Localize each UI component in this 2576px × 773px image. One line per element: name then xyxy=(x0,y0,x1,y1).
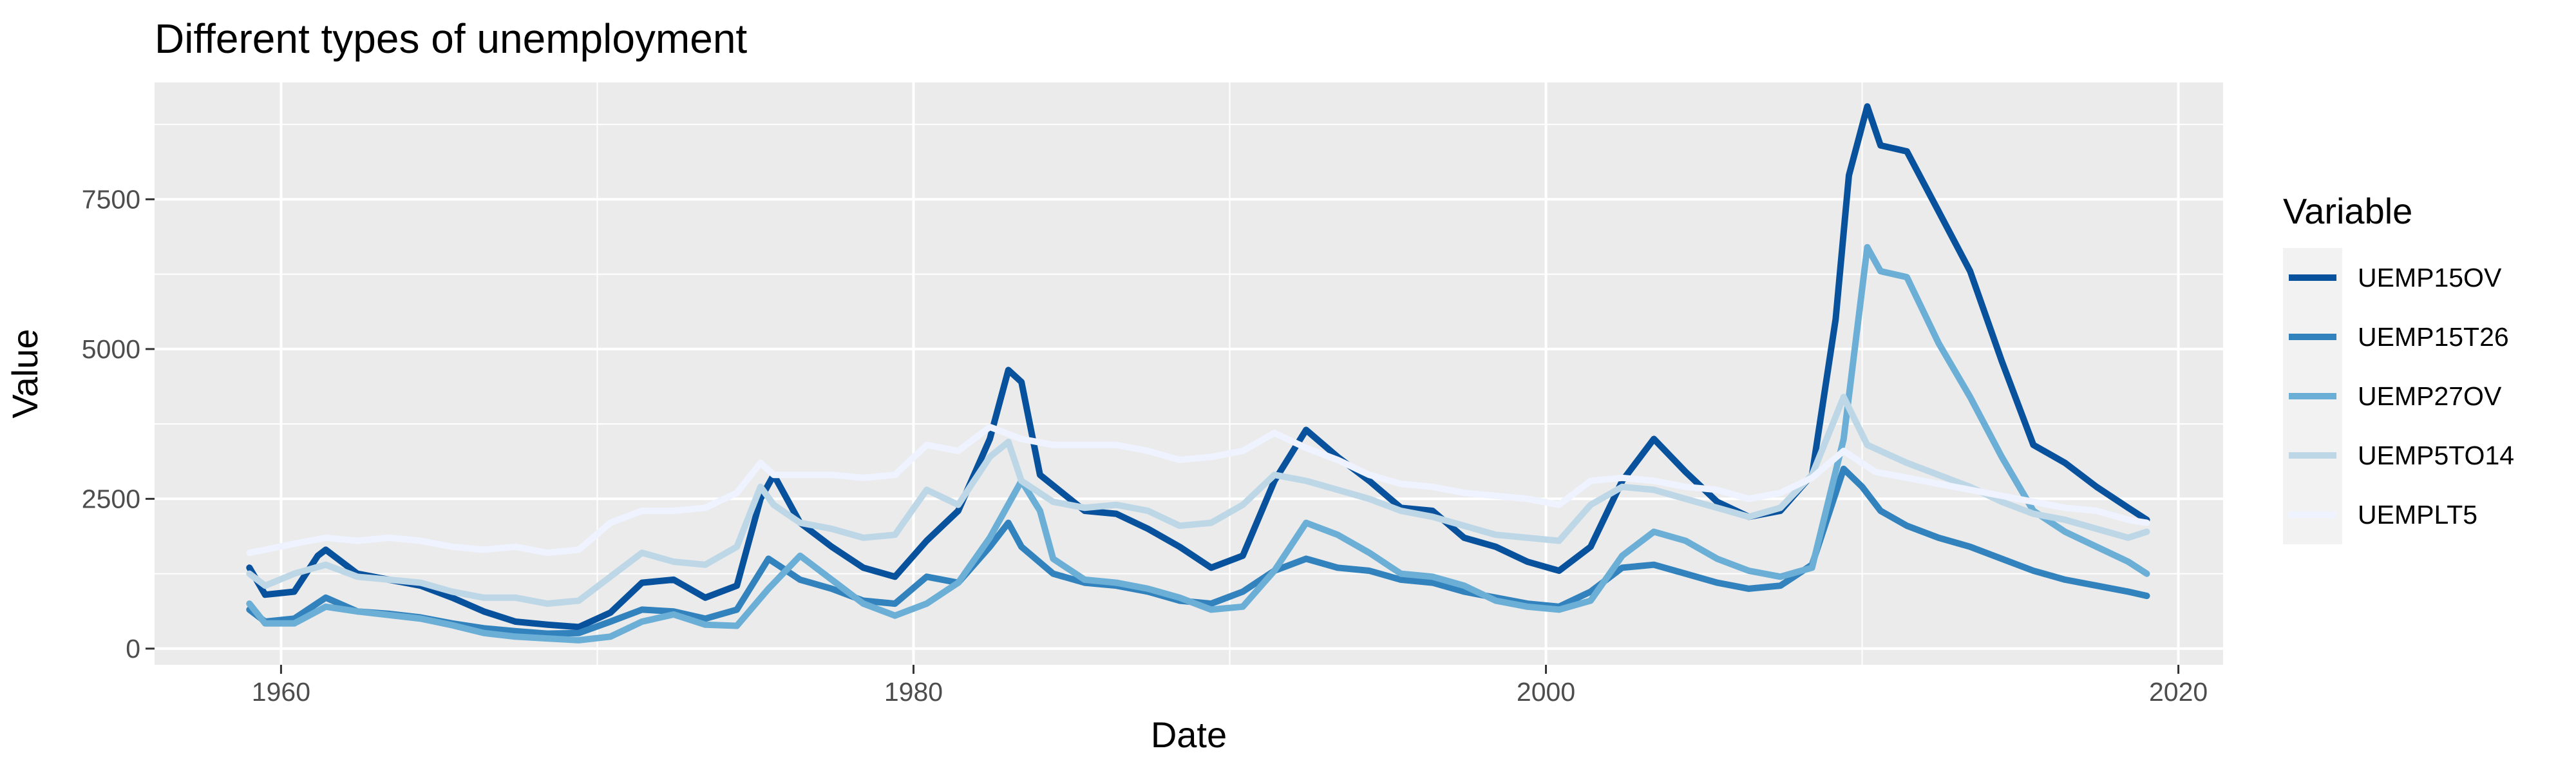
legend-item-uemplt5: UEMPLT5 xyxy=(2283,485,2477,544)
y-axis-title: Value xyxy=(5,329,45,418)
series-line-uemp27ov xyxy=(246,243,2150,644)
x-tick-label: 2020 xyxy=(2149,677,2208,707)
legend-item-uemp27ov: UEMP27OV xyxy=(2283,367,2502,426)
plot-panel xyxy=(155,82,2223,665)
series-line-uemplt5 xyxy=(246,423,2150,557)
y-tick-label: 7500 xyxy=(82,184,140,214)
y-tick-label: 0 xyxy=(126,634,140,663)
legend-label: UEMP15OV xyxy=(2358,263,2502,292)
x-tick-label: 1960 xyxy=(252,677,310,707)
series-line-uemp5to14 xyxy=(246,394,2150,607)
chart-title: Different types of unemployment xyxy=(155,15,747,62)
series-lines xyxy=(246,103,2150,644)
x-axis: 1960 1980 2000 2020 xyxy=(252,665,2208,707)
y-tick-label: 5000 xyxy=(82,334,140,364)
legend-title: Variable xyxy=(2283,191,2412,231)
x-tick-label: 1980 xyxy=(884,677,943,707)
x-tick-label: 2000 xyxy=(1517,677,1575,707)
legend-item-uemp5to14: UEMP5TO14 xyxy=(2283,426,2514,485)
y-tick-label: 2500 xyxy=(82,484,140,513)
minor-gridlines xyxy=(155,82,2223,665)
legend-item-uemp15ov: UEMP15OV xyxy=(2283,248,2502,307)
legend-label: UEMP5TO14 xyxy=(2358,441,2514,470)
legend: Variable UEMP15OV UEMP15T26 UEMP27OV UEMP5T… xyxy=(2283,191,2514,544)
x-axis-title: Date xyxy=(1151,714,1227,755)
legend-label: UEMPLT5 xyxy=(2358,500,2477,530)
legend-label: UEMP15T26 xyxy=(2358,322,2509,352)
y-axis: 0 2500 5000 7500 xyxy=(82,184,155,663)
legend-item-uemp15t26: UEMP15T26 xyxy=(2283,307,2509,367)
legend-items: UEMP15OV UEMP15T26 UEMP27OV UEMP5TO14 UEMPLT… xyxy=(2283,248,2514,544)
legend-label: UEMP27OV xyxy=(2358,381,2502,411)
series-line-uemp15ov xyxy=(246,103,2150,631)
